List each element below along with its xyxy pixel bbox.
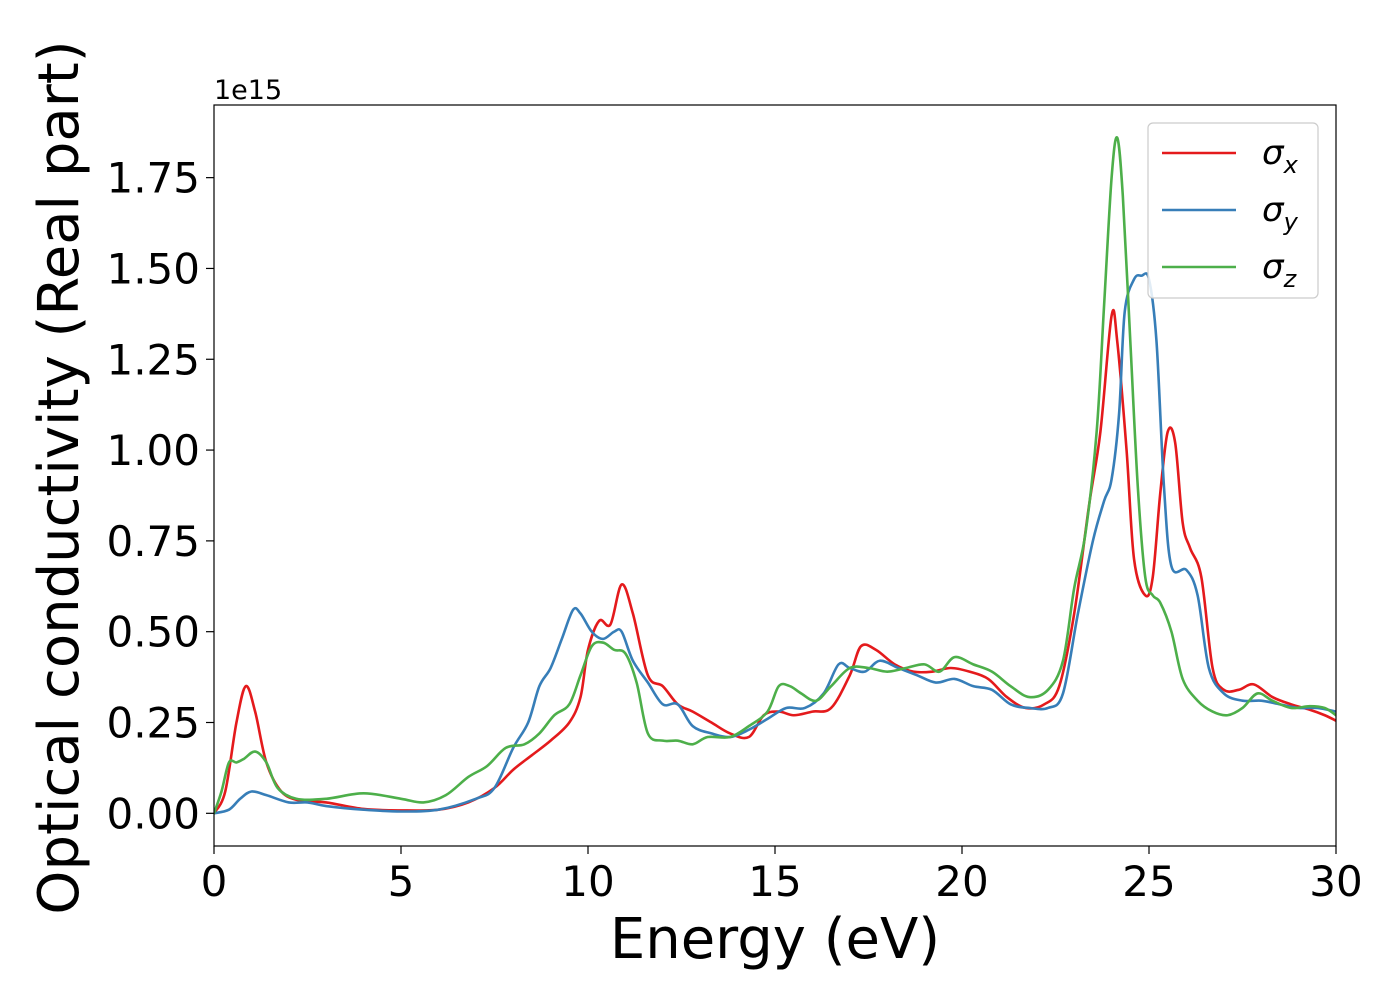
series-line-z bbox=[214, 136, 1336, 815]
y-offset-text: 1e15 bbox=[214, 75, 282, 106]
legend-label: σy bbox=[1262, 190, 1299, 236]
series-line-y bbox=[214, 272, 1336, 815]
x-tick-label: 0 bbox=[201, 857, 228, 906]
x-axis-ticks: 0 5 10 15 20 25 30 bbox=[201, 846, 1363, 906]
legend-item-y: σy bbox=[1162, 190, 1299, 236]
y-tick-label: 1.50 bbox=[106, 244, 200, 293]
legend-item-z: σz bbox=[1162, 247, 1298, 293]
legend: σx σy σz bbox=[1147, 122, 1319, 299]
y-axis-label: Optical conductivity (Real part) bbox=[27, 40, 92, 914]
y-tick-label: 1.75 bbox=[106, 154, 200, 203]
y-tick-label: 1.25 bbox=[106, 335, 200, 384]
x-tick-label: 25 bbox=[1122, 857, 1175, 906]
x-tick-label: 30 bbox=[1309, 857, 1362, 906]
x-tick-label: 5 bbox=[388, 857, 415, 906]
legend-label: σx bbox=[1262, 133, 1299, 179]
y-axis-ticks: 0.00 0.25 0.50 0.75 1.00 1.25 1.50 1.75 bbox=[106, 154, 214, 838]
series-line-x bbox=[214, 308, 1336, 815]
x-tick-label: 10 bbox=[561, 857, 614, 906]
legend-item-x: σx bbox=[1162, 133, 1299, 179]
x-tick-label: 15 bbox=[748, 857, 801, 906]
y-tick-label: 1.00 bbox=[106, 426, 200, 475]
series-layer bbox=[214, 136, 1336, 815]
y-tick-label: 0.50 bbox=[106, 608, 200, 657]
x-tick-label: 20 bbox=[935, 857, 988, 906]
legend-label: σz bbox=[1262, 247, 1298, 293]
y-tick-label: 0.25 bbox=[106, 699, 200, 748]
y-tick-label: 0.75 bbox=[106, 517, 200, 566]
y-tick-label: 0.00 bbox=[106, 789, 200, 838]
x-axis-label: Energy (eV) bbox=[610, 907, 940, 972]
